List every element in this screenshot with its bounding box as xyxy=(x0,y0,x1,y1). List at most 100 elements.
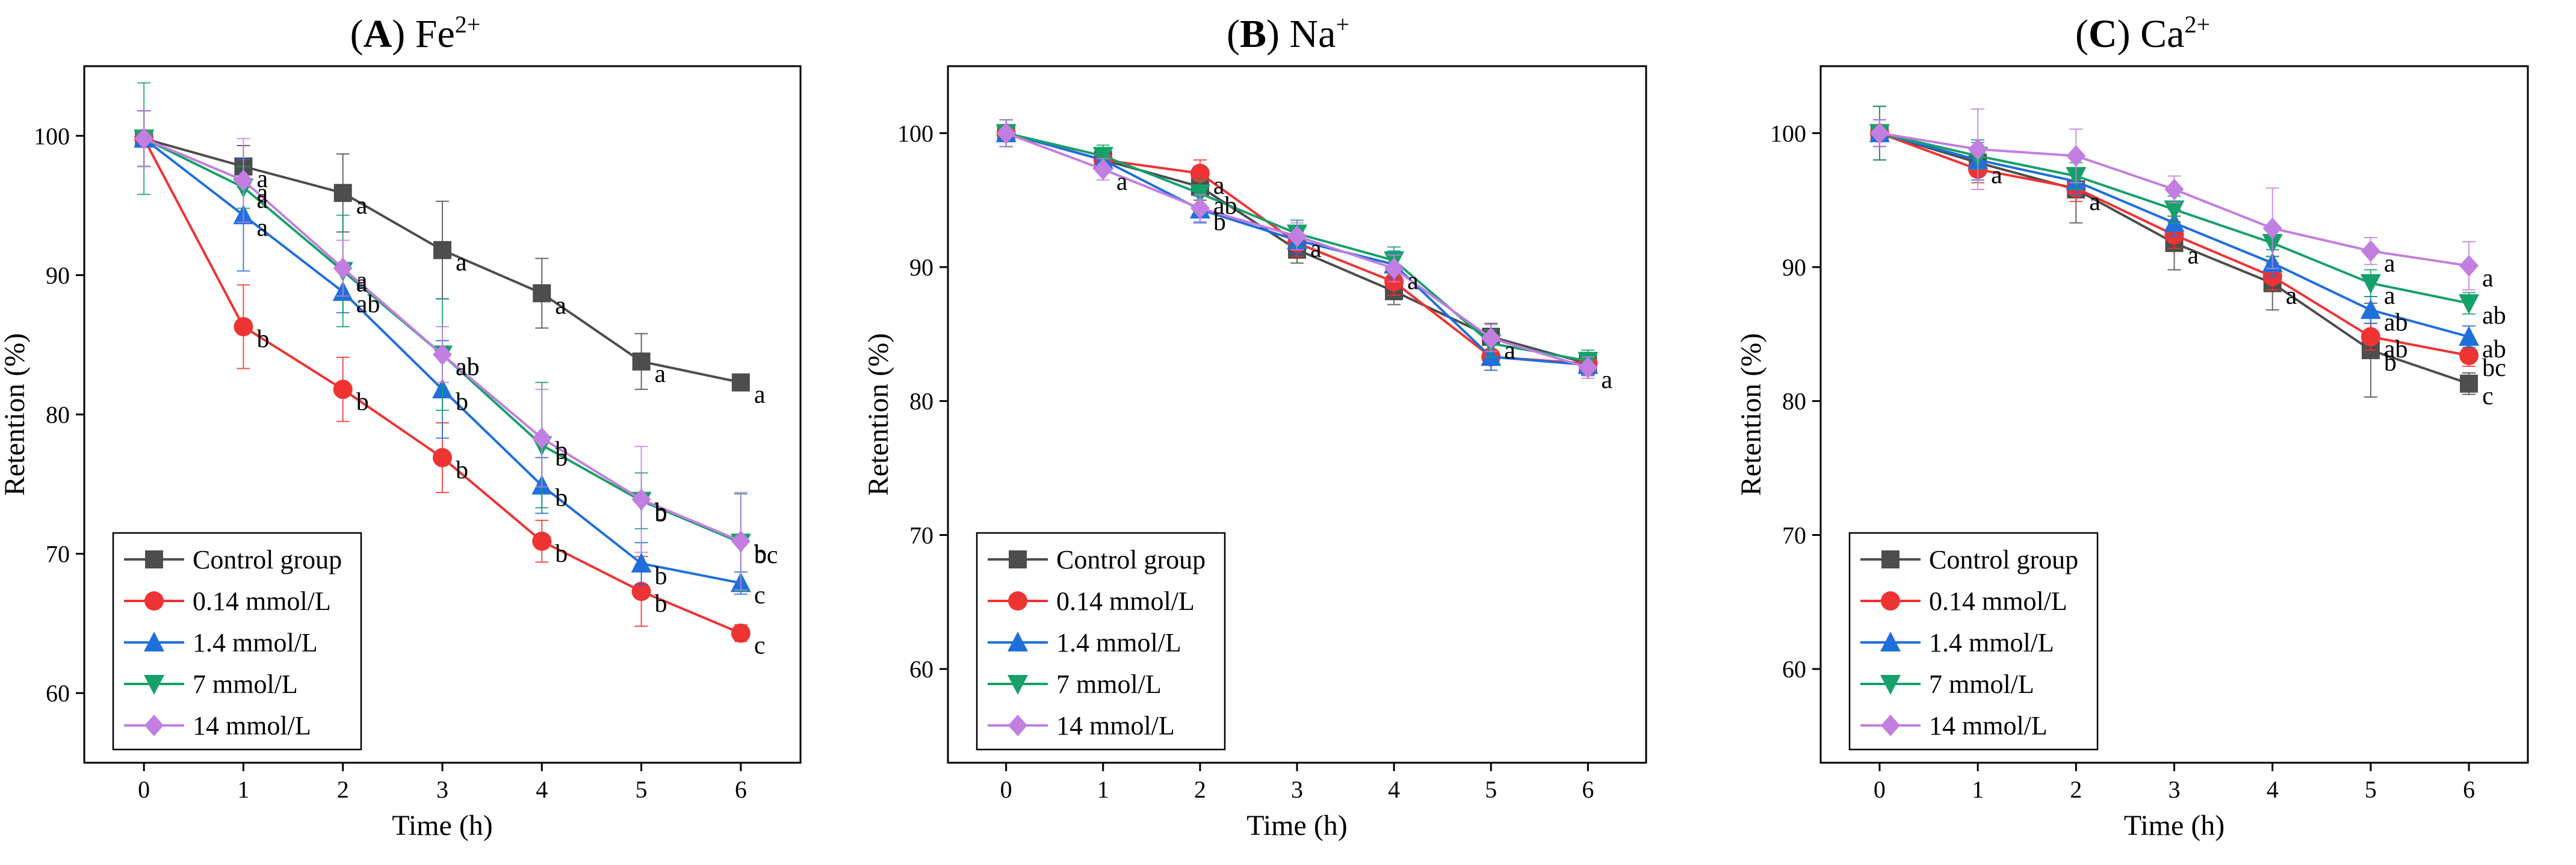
data-point xyxy=(632,352,651,371)
significance-letter: a xyxy=(655,360,666,388)
significance-letter: b xyxy=(2384,349,2397,377)
significance-letter: a xyxy=(2188,242,2199,269)
x-tick-label: 3 xyxy=(436,776,448,803)
significance-letter: ab xyxy=(2482,302,2506,330)
data-point xyxy=(2262,217,2282,239)
data-point xyxy=(2164,200,2185,221)
significance-letter: b xyxy=(655,562,667,590)
legend-label: 0.14 mmol/L xyxy=(193,586,331,616)
y-tick-label: 100 xyxy=(1770,120,1806,147)
legend-marker xyxy=(144,715,164,736)
y-tick-label: 80 xyxy=(909,388,933,415)
legend-marker xyxy=(1881,715,1900,736)
legend-marker xyxy=(1881,591,1900,611)
legend-label: Control group xyxy=(1929,545,2078,574)
data-point xyxy=(1578,357,1598,379)
significance-letter: c xyxy=(754,582,766,609)
significance-letter: b xyxy=(356,388,369,416)
legend-marker xyxy=(144,591,164,611)
significance-letter: b xyxy=(655,590,667,618)
legend-marker xyxy=(144,632,164,651)
legend-marker xyxy=(145,550,163,568)
x-tick-label: 2 xyxy=(1194,776,1206,803)
significance-letter: ab xyxy=(1213,192,1237,220)
legend-label: 0.14 mmol/L xyxy=(1056,586,1195,616)
panel-letter: C xyxy=(2088,12,2117,56)
x-tick-label: 2 xyxy=(337,776,349,803)
title-paren: ( xyxy=(1227,12,1240,56)
legend-label: 14 mmol/L xyxy=(193,711,311,740)
significance-letter: b xyxy=(456,388,468,416)
data-point xyxy=(2460,374,2478,393)
significance-letter: a xyxy=(1407,267,1419,295)
data-point xyxy=(2164,178,2184,200)
significance-letter: a xyxy=(2482,265,2494,292)
significance-letter: a xyxy=(555,292,566,320)
x-tick-label: 2 xyxy=(2070,776,2082,803)
data-point xyxy=(134,128,154,150)
legend: Control group 0.14 mmol/L 1.4 mmol/L 7 mmol… xyxy=(112,532,362,751)
significance-letter: b xyxy=(555,484,568,512)
significance-letter: ab xyxy=(456,353,480,381)
y-tick-label: 60 xyxy=(1782,656,1806,683)
significance-letter: a xyxy=(256,165,268,193)
data-point xyxy=(996,122,1016,144)
significance-letter: b xyxy=(256,325,269,353)
data-point xyxy=(2361,240,2380,262)
panel-a: (A) Fe2+ 60 70 80 90 100 0 1 2 3 4 5 6 Time (h) Retent… xyxy=(0,11,802,842)
legend-label: 14 mmol/L xyxy=(1929,711,2048,740)
data-point xyxy=(1287,225,1307,247)
y-tick-label: 70 xyxy=(909,522,933,549)
y-tick-label: 70 xyxy=(46,541,70,568)
legend-marker xyxy=(1880,675,1901,695)
significance-letter: a xyxy=(456,249,467,277)
data-point xyxy=(1190,164,1210,183)
data-point xyxy=(333,183,352,202)
significance-letter: a xyxy=(1116,168,1128,195)
panel-title: (C) Ca2+ xyxy=(2075,11,2210,56)
x-tick-label: 3 xyxy=(2169,776,2181,803)
data-point xyxy=(532,427,552,449)
data-point xyxy=(2459,325,2480,346)
data-point xyxy=(1968,138,1988,161)
significance-letter: a xyxy=(1991,161,2002,189)
data-point xyxy=(533,284,551,303)
title-paren: ( xyxy=(2075,12,2088,56)
significance-letter: a xyxy=(754,381,766,409)
y-axis-label: Retention (%) xyxy=(862,333,894,496)
legend-label: 7 mmol/L xyxy=(1929,670,2034,699)
significance-letter: a xyxy=(356,192,368,220)
panel-c: (C) Ca2+ 60 70 80 90 100 0 1 2 3 4 5 6 Time (h) Retent… xyxy=(1735,11,2529,842)
x-axis-label: Time (h) xyxy=(1246,810,1348,842)
legend-label: 1.4 mmol/L xyxy=(193,628,318,657)
data-point xyxy=(234,317,253,337)
significance-letter: a xyxy=(356,267,368,295)
panel-title: (B) Na+ xyxy=(1227,11,1349,56)
legend: Control group 0.14 mmol/L 1.4 mmol/L 7 mmol… xyxy=(976,532,1226,751)
data-point xyxy=(2360,299,2381,319)
title-ion: ) Fe xyxy=(392,12,454,56)
significance-letter: bc xyxy=(754,541,778,569)
x-tick-label: 6 xyxy=(1582,776,1594,803)
title-ion: ) Ca xyxy=(2117,12,2185,56)
x-tick-label: 1 xyxy=(237,776,249,803)
data-point xyxy=(532,531,552,551)
x-tick-label: 1 xyxy=(1097,776,1109,803)
x-tick-label: 0 xyxy=(1874,776,1886,803)
data-point xyxy=(1190,197,1210,220)
data-point xyxy=(631,582,651,602)
x-tick-label: 5 xyxy=(2365,776,2377,803)
legend-label: Control group xyxy=(1056,545,1206,574)
significance-letter: a xyxy=(256,186,268,214)
significance-letter: ab xyxy=(456,353,480,381)
series-14-mmol-l xyxy=(1869,108,2479,291)
legend: Control group 0.14 mmol/L 1.4 mmol/L 7 mmol… xyxy=(1848,532,2099,751)
significance-letter: b xyxy=(655,500,667,528)
legend-marker xyxy=(144,675,164,695)
data-point xyxy=(2360,274,2381,294)
legend-label: 0.14 mmol/L xyxy=(1929,586,2067,616)
data-point xyxy=(433,448,452,467)
data-point xyxy=(433,343,452,366)
data-point xyxy=(2459,294,2480,315)
